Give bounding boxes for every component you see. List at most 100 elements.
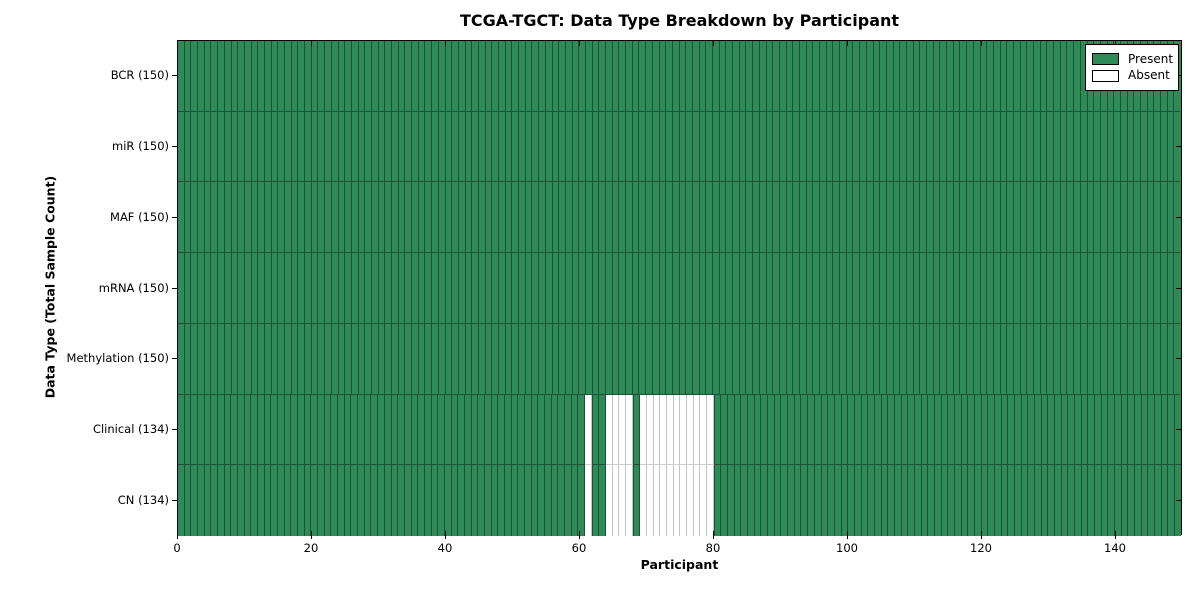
heatmap-cell (478, 465, 485, 536)
heatmap-cell (385, 41, 392, 112)
heatmap-cell (198, 465, 205, 536)
heatmap-cell (1041, 465, 1049, 536)
x-tick-label: 120 (970, 541, 992, 555)
heatmap-cell (184, 465, 192, 536)
heatmap-cell (853, 41, 861, 112)
heatmap-cell (848, 465, 855, 536)
absent-swatch-icon (1092, 69, 1119, 82)
heatmap-cell (358, 394, 365, 466)
heatmap-cell (779, 253, 787, 324)
heatmap-cell (512, 111, 520, 183)
heatmap-cell (886, 182, 894, 254)
heatmap-cell (779, 323, 787, 395)
heatmap-cell (900, 253, 907, 324)
heatmap-cell (519, 182, 526, 254)
heatmap-cell (1060, 323, 1068, 395)
heatmap-cell (766, 111, 774, 183)
heatmap-cell (652, 323, 660, 395)
heatmap-cell (713, 111, 720, 183)
heatmap-cell (699, 323, 707, 395)
heatmap-cell (405, 111, 413, 183)
heatmap-cell (1135, 465, 1142, 536)
heatmap-cell (854, 394, 862, 466)
heatmap-cell (358, 41, 366, 112)
heatmap-cell (886, 41, 894, 112)
heatmap-cell (606, 394, 613, 466)
heatmap-cell (1115, 465, 1122, 536)
heatmap-cell (204, 253, 212, 324)
heatmap-cell (258, 394, 265, 466)
heatmap-cell (968, 394, 975, 466)
y-tick-left (172, 75, 177, 77)
heatmap-cell (392, 41, 399, 112)
heatmap-cell (659, 323, 667, 395)
heatmap-cell (679, 182, 687, 254)
heatmap-cell (619, 41, 627, 112)
heatmap-cell (1115, 394, 1122, 466)
heatmap-cell (224, 253, 232, 324)
heatmap-cell (1094, 253, 1101, 324)
heatmap-cell (1161, 394, 1169, 466)
heatmap-cell (741, 394, 749, 466)
heatmap-cell (478, 111, 486, 183)
heatmap-cell (491, 465, 499, 536)
heatmap-cell (458, 323, 466, 395)
heatmap-cell (584, 394, 592, 466)
heatmap-cell (868, 465, 875, 536)
heatmap-cell (721, 465, 729, 536)
heatmap-cell (861, 465, 869, 536)
y-tick-right (1176, 428, 1181, 430)
heatmap-cell (251, 394, 259, 466)
heatmap-cell (894, 465, 902, 536)
heatmap-cell (733, 253, 740, 324)
heatmap-cell (498, 465, 505, 536)
heatmap-cell (1020, 253, 1028, 324)
heatmap-cell (211, 323, 219, 395)
heatmap-cell (1047, 41, 1055, 112)
heatmap-cell (599, 323, 606, 395)
heatmap-cell (1100, 253, 1108, 324)
heatmap-cell (512, 323, 520, 395)
heatmap-cell (238, 111, 245, 183)
heatmap-cell (445, 111, 453, 183)
heatmap-cell (345, 253, 352, 324)
heatmap-cell (841, 394, 849, 466)
heatmap-cell (485, 182, 493, 254)
heatmap-cell (753, 111, 760, 183)
x-tick-top (579, 41, 580, 46)
heatmap-cell (545, 41, 553, 112)
heatmap-cell (680, 394, 688, 466)
heatmap-cell (706, 253, 713, 324)
heatmap-cell (384, 394, 392, 466)
heatmap-cell (545, 111, 553, 183)
heatmap-cell (218, 253, 225, 324)
heatmap-cell (733, 182, 740, 254)
heatmap-cell (278, 394, 285, 466)
heatmap-cell (1040, 111, 1048, 183)
heatmap-cell (318, 111, 326, 183)
heatmap-cell (814, 465, 822, 536)
heatmap-cell (398, 394, 405, 466)
heatmap-cell (632, 465, 641, 536)
heatmap-cell (632, 323, 640, 395)
y-tick-label-Methylation: Methylation (150) (66, 351, 169, 366)
heatmap-cell (431, 465, 439, 536)
heatmap-cell (646, 182, 653, 254)
heatmap-cell (1095, 465, 1102, 536)
heatmap-cell (532, 323, 540, 395)
heatmap-cell (1013, 182, 1021, 254)
heatmap-cell (311, 253, 319, 324)
heatmap-cell (840, 253, 847, 324)
heatmap-cell (544, 394, 552, 466)
heatmap-cell (994, 465, 1002, 536)
heatmap-cell (552, 323, 560, 395)
heatmap-cell (499, 182, 506, 254)
heatmap-cell (271, 323, 279, 395)
heatmap-cell (191, 111, 199, 183)
heatmap-cell (880, 111, 887, 183)
heatmap-cell (933, 323, 941, 395)
heatmap-cell (886, 111, 894, 183)
heatmap-cell (198, 323, 205, 395)
heatmap-cell (565, 253, 573, 324)
heatmap-cell (626, 253, 633, 324)
